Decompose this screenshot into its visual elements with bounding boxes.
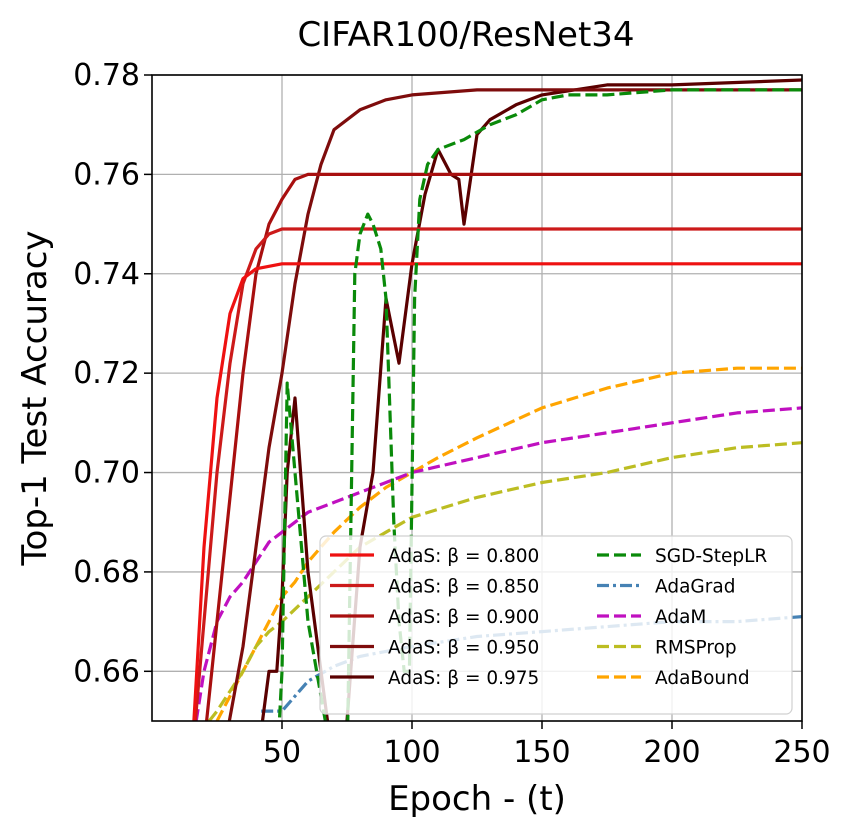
legend-label: AdaS: β = 0.850 <box>388 577 539 598</box>
y-tick-label: 0.66 <box>73 654 140 689</box>
series-line <box>194 406 802 721</box>
legend-label: AdaGrad <box>655 577 735 598</box>
x-axis-label: Epoch - (t) <box>388 779 566 819</box>
legend-label: SGD-StepLR <box>655 546 767 567</box>
series-line <box>277 88 802 721</box>
legend: AdaS: β = 0.800 AdaS: β = 0.850 AdaS: β = … <box>319 535 793 715</box>
y-tick-label: 0.72 <box>73 356 140 391</box>
series-line <box>215 366 802 721</box>
legend-label: AdaS: β = 0.900 <box>388 607 539 628</box>
series-line <box>204 172 802 721</box>
legend-box <box>319 535 793 715</box>
x-tick-label: 50 <box>263 735 301 770</box>
y-tick-label: 0.74 <box>73 257 140 292</box>
x-tick-label: 100 <box>383 735 440 770</box>
x-tick-label: 200 <box>643 735 700 770</box>
plot-frame <box>151 74 803 722</box>
series-line <box>260 78 802 721</box>
legend-label: AdaS: β = 0.800 <box>388 546 539 567</box>
series-line <box>192 262 802 721</box>
y-axis-label: Top-1 Test Accuracy <box>15 230 55 566</box>
y-tick-label: 0.76 <box>73 157 140 192</box>
chart-title: CIFAR100/ResNet34 <box>297 15 634 55</box>
legend-label: AdaS: β = 0.975 <box>388 668 539 689</box>
ticks: 50 100 150 200 250 0.66 0.68 0.70 0.72 0.74 0.76 0.… <box>73 58 830 770</box>
x-tick-label: 150 <box>513 735 570 770</box>
y-tick-label: 0.70 <box>73 456 140 491</box>
y-tick-label: 0.78 <box>73 58 140 93</box>
series-line <box>193 227 802 721</box>
legend-label: AdaM <box>655 607 706 628</box>
legend-label: RMSProp <box>655 638 737 659</box>
y-tick-label: 0.68 <box>73 555 140 590</box>
legend-label: AdaS: β = 0.950 <box>388 638 539 659</box>
x-tick-label: 250 <box>773 735 830 770</box>
legend-label: AdaBound <box>655 668 750 689</box>
series-line <box>227 88 802 721</box>
